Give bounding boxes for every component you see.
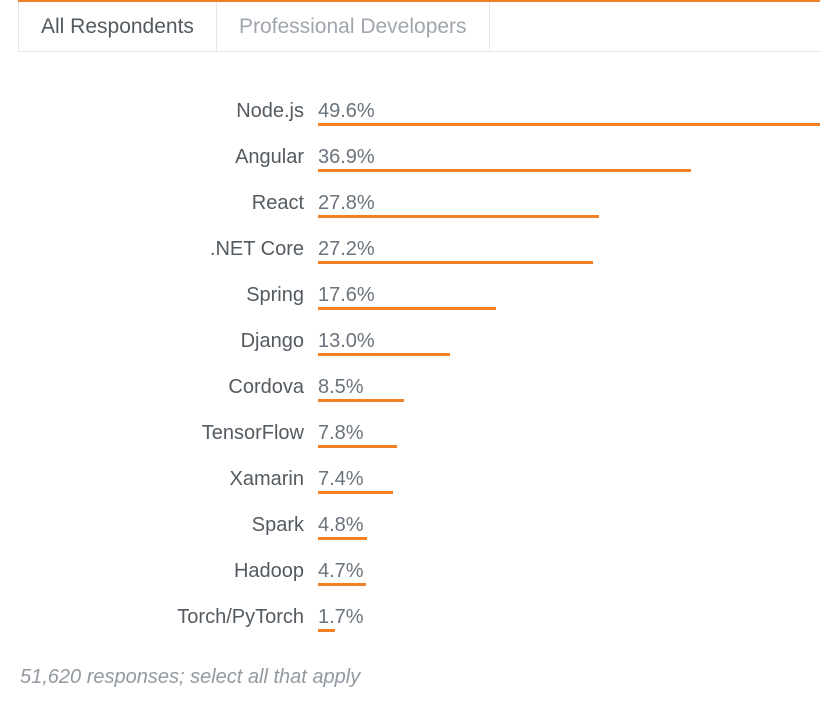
chart-row-bar xyxy=(318,123,820,126)
chart-row-value: 13.0% xyxy=(318,331,820,351)
chart-row-bar-wrap: 7.8% xyxy=(318,423,820,448)
chart-footnote: 51,620 responses; select all that apply xyxy=(18,666,820,689)
chart-row: Angular36.9% xyxy=(18,146,820,172)
chart-row: Torch/PyTorch1.7% xyxy=(18,606,820,632)
chart-row-bar-wrap: 36.9% xyxy=(318,147,820,172)
chart-row-bar-wrap: 27.2% xyxy=(318,239,820,264)
tab-professional-developers[interactable]: Professional Developers xyxy=(217,2,490,52)
chart-row-value: 7.8% xyxy=(318,423,820,443)
chart-row-label: Xamarin xyxy=(18,468,318,491)
tab-all-respondents[interactable]: All Respondents xyxy=(18,2,217,52)
chart-row-bar xyxy=(318,307,496,310)
chart-row: Xamarin7.4% xyxy=(18,468,820,494)
chart-row-label: Django xyxy=(18,330,318,353)
chart-row-label: .NET Core xyxy=(18,238,318,261)
chart-row-bar xyxy=(318,261,593,264)
page: All Respondents Professional Developers … xyxy=(0,0,838,701)
chart-row-value: 17.6% xyxy=(318,285,820,305)
chart-row-bar-wrap: 1.7% xyxy=(318,607,820,632)
chart-row-bar xyxy=(318,399,404,402)
chart-row-value: 8.5% xyxy=(318,377,820,397)
chart-row-bar xyxy=(318,445,397,448)
chart-row: TensorFlow7.8% xyxy=(18,422,820,448)
chart-row: Django13.0% xyxy=(18,330,820,356)
chart-row-bar-wrap: 4.8% xyxy=(318,515,820,540)
chart-row-bar-wrap: 4.7% xyxy=(318,561,820,586)
framework-usage-chart: Node.js49.6% Angular36.9% React27.8% .NET C… xyxy=(18,100,820,632)
chart-row-value: 1.7% xyxy=(318,607,820,627)
chart-row: Hadoop4.7% xyxy=(18,560,820,586)
chart-row-bar xyxy=(318,583,366,586)
chart-row-bar xyxy=(318,215,599,218)
chart-row-label: Node.js xyxy=(18,100,318,123)
tab-strip-filler xyxy=(490,2,820,52)
chart-row-bar xyxy=(318,353,450,356)
chart-row-label: Spark xyxy=(18,514,318,537)
chart-row-bar-wrap: 49.6% xyxy=(318,101,820,126)
chart-row-label: Cordova xyxy=(18,376,318,399)
chart-row-label: Angular xyxy=(18,146,318,169)
chart-row: .NET Core27.2% xyxy=(18,238,820,264)
chart-row-value: 4.7% xyxy=(318,561,820,581)
chart-row-label: TensorFlow xyxy=(18,422,318,445)
chart-row: React27.8% xyxy=(18,192,820,218)
chart-row: Spark4.8% xyxy=(18,514,820,540)
chart-row-bar-wrap: 8.5% xyxy=(318,377,820,402)
chart-row-value: 7.4% xyxy=(318,469,820,489)
chart-row-label: Torch/PyTorch xyxy=(18,606,318,629)
chart-row-bar-wrap: 13.0% xyxy=(318,331,820,356)
chart-row: Node.js49.6% xyxy=(18,100,820,126)
chart-row-bar xyxy=(318,629,335,632)
chart-row-value: 4.8% xyxy=(318,515,820,535)
chart-row-value: 36.9% xyxy=(318,147,820,167)
chart-row-value: 27.8% xyxy=(318,193,820,213)
chart-row-bar-wrap: 7.4% xyxy=(318,469,820,494)
chart-row-bar xyxy=(318,169,691,172)
chart-row-bar-wrap: 17.6% xyxy=(318,285,820,310)
chart-row-label: React xyxy=(18,192,318,215)
tab-strip: All Respondents Professional Developers xyxy=(18,0,820,52)
chart-row: Cordova8.5% xyxy=(18,376,820,402)
chart-row-label: Hadoop xyxy=(18,560,318,583)
chart-row-value: 27.2% xyxy=(318,239,820,259)
chart-row-label: Spring xyxy=(18,284,318,307)
chart-row-value: 49.6% xyxy=(318,101,820,121)
chart-row: Spring17.6% xyxy=(18,284,820,310)
chart-row-bar xyxy=(318,491,393,494)
chart-row-bar xyxy=(318,537,367,540)
chart-row-bar-wrap: 27.8% xyxy=(318,193,820,218)
